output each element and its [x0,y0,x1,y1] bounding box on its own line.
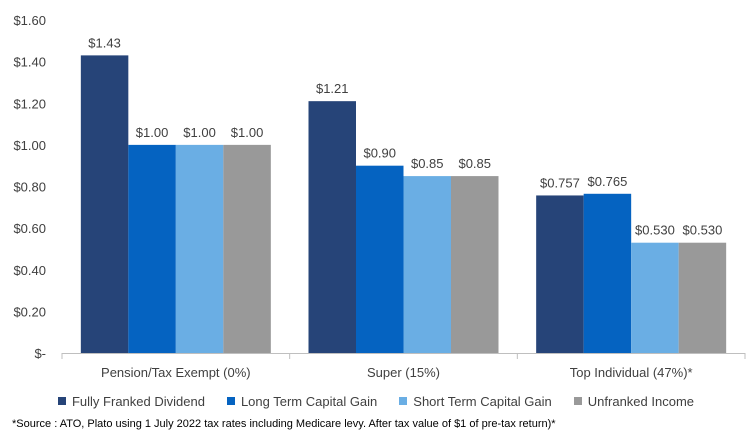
data-label: $0.765 [588,174,628,189]
legend-swatch [573,397,582,405]
x-category-label: Super (15%) [367,365,440,380]
bar [308,101,356,353]
data-label: $0.90 [363,146,396,161]
x-axis: Pension/Tax Exempt (0%) Super (15%) Top In… [61,353,746,380]
source-note: *Source : ATO, Plato using 1 July 2022 t… [12,418,556,430]
y-tick-label: $0.20 [13,304,46,319]
legend-swatch [226,397,235,405]
x-category-label: Pension/Tax Exempt (0%) [101,365,251,380]
legend-label: Short Term Capital Gain [413,393,552,409]
data-label: $1.00 [231,125,264,140]
data-label: $1.43 [88,35,121,50]
bars [80,55,727,353]
legend-item: Unfranked Income [573,393,695,409]
y-tick-label: $0.80 [13,180,46,195]
data-label: $1.21 [316,81,349,96]
legend-label: Unfranked Income [587,393,695,409]
bar [175,144,224,353]
bar [80,55,129,353]
data-label: $0.530 [683,223,723,238]
bar [128,144,176,353]
legend: Fully Franked Dividend Long Term Capital … [0,391,752,411]
y-tick-label: $- [34,346,46,361]
legend-label: Fully Franked Dividend [71,393,205,409]
bar [583,193,632,353]
data-label: $1.00 [183,125,216,140]
y-tick-label: $0.40 [13,263,46,278]
data-label: $0.85 [458,156,491,171]
data-label: $0.530 [635,223,675,238]
data-labels: $1.43 $1.00 $1.00 $1.00 $1.21 $0.90 $0.85 $0.85… [88,35,722,237]
legend-swatch [399,397,408,405]
legend-item: Fully Franked Dividend [57,393,205,409]
legend-item: Short Term Capital Gain [399,394,552,409]
bar [631,242,679,353]
legend-item: Long Term Capital Gain [226,393,378,409]
y-tick-label: $1.00 [13,138,46,153]
data-label: $0.757 [540,175,580,190]
bar [356,165,404,353]
bar [223,144,271,353]
bar-chart: $- $0.20 $0.40 $0.60 $0.80 $1.00 $1.20 $1.40 $1.… [13,13,746,380]
data-label: $1.00 [136,125,169,140]
bar [678,242,727,353]
y-tick-label: $0.60 [13,221,46,236]
y-tick-label: $1.20 [13,96,46,111]
legend-swatch [57,397,66,405]
bar [403,176,451,353]
legend-label: Long Term Capital Gain [240,393,378,409]
bar [451,176,499,353]
bar [536,195,584,353]
y-axis: $- $0.20 $0.40 $0.60 $0.80 $1.00 $1.20 $1.40 $1.… [13,13,46,361]
x-category-label: Top Individual (47%)* [570,365,693,380]
y-tick-label: $1.60 [13,13,46,28]
data-label: $0.85 [411,156,444,171]
y-tick-label: $1.40 [13,55,46,70]
